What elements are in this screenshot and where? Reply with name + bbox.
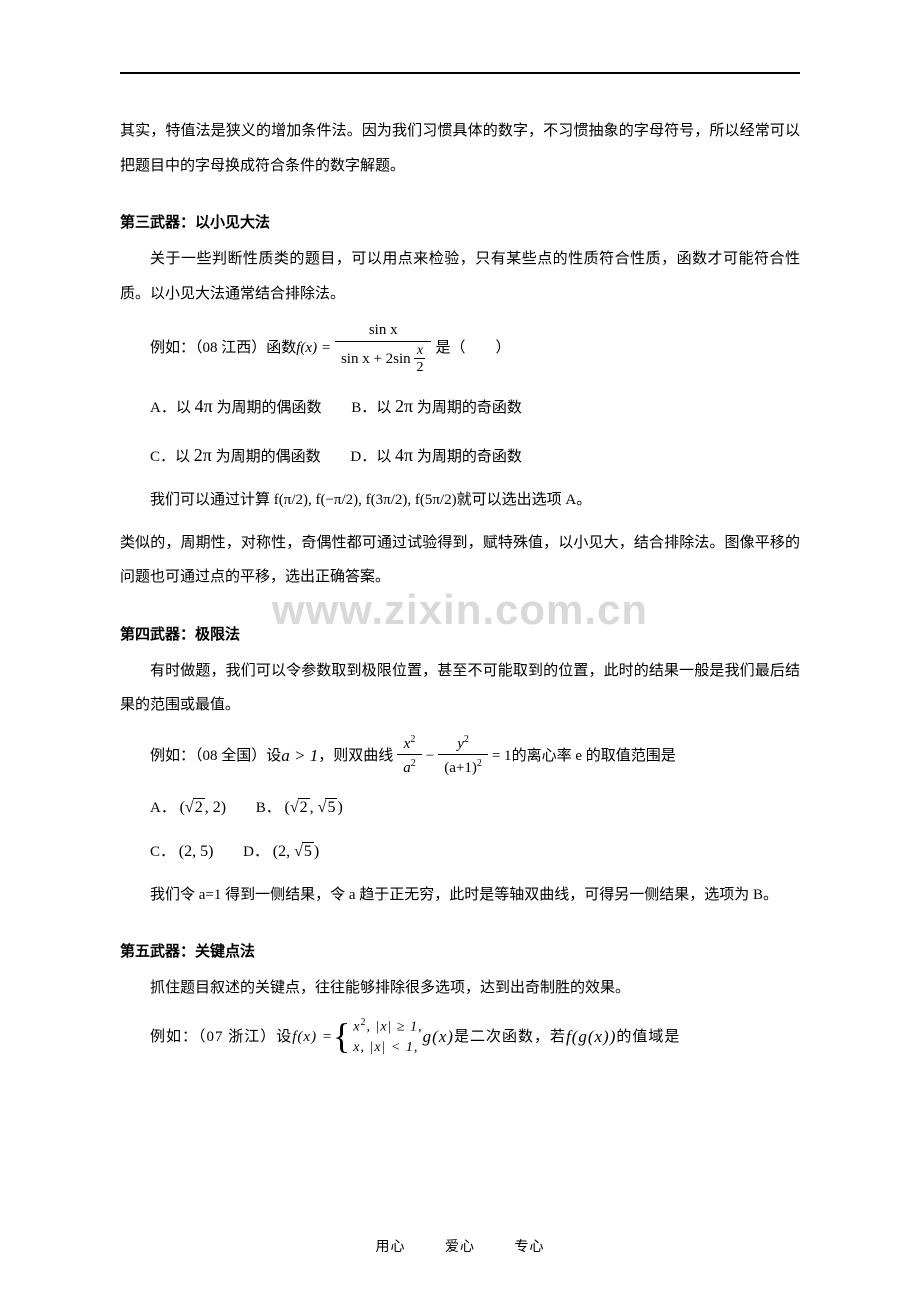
s4-frac2: y2 (a+1)2 bbox=[438, 733, 488, 779]
s3-opt-c-pre: C．以 bbox=[150, 449, 194, 465]
s3-opt-d-post: 为周期的奇函数 bbox=[413, 449, 522, 465]
top-horizontal-rule bbox=[120, 72, 800, 74]
s4-opt-c-val: (2, 5) bbox=[179, 843, 214, 860]
s4-opt-d: D． (2, 5) bbox=[243, 833, 319, 871]
section5-example-line: 例如：（07 浙江）设 f(x) = { x2, |x| ≥ 1, x, |x|… bbox=[120, 1016, 800, 1058]
s4-eq: = 1 bbox=[492, 744, 512, 768]
s4-opt-b-label: B． bbox=[256, 800, 281, 816]
section4-options-row1: A． (2, 2) B． (2, 5) bbox=[120, 789, 800, 827]
s5-cases: x2, |x| ≥ 1, x, |x| < 1, bbox=[353, 1016, 422, 1058]
s3-opt-a-pre: A．以 bbox=[150, 400, 195, 416]
section3-options-row2: C．以 2π 为周期的偶函数 D．以 4π 为周期的奇函数 bbox=[120, 434, 800, 477]
s3-opt-d: D．以 4π 为周期的奇函数 bbox=[350, 434, 521, 477]
s3-opt-b-mid: 2π bbox=[395, 396, 413, 416]
section3-p3: 类似的，周期性，对称性，奇偶性都可通过试验得到，赋特殊值，以小见大，结合排除法。… bbox=[120, 526, 800, 595]
section4-heading: 第四武器：极限法 bbox=[120, 623, 800, 644]
s4-minus: − bbox=[426, 744, 434, 768]
s5-case1: x2, |x| ≥ 1, bbox=[353, 1016, 422, 1038]
s4-example-prefix: 例如：（08 全国）设 bbox=[150, 744, 281, 768]
s3-fraction: sin x sin x + 2sin x 2 bbox=[335, 321, 431, 375]
s3-opt-d-mid: 4π bbox=[395, 445, 413, 465]
s3-opt-b-pre: B．以 bbox=[351, 400, 395, 416]
document-page: www.zixin.com.cn 其实，特值法是狭义的增加条件法。因为我们习惯具… bbox=[0, 0, 920, 1302]
s5-example-prefix: 例如：（07 浙江）设 bbox=[150, 1025, 292, 1049]
s3-opt-c-mid: 2π bbox=[194, 445, 212, 465]
s3-opt-c: C．以 2π 为周期的偶函数 bbox=[150, 434, 321, 477]
section4-p1: 有时做题，我们可以令参数取到极限位置，甚至不可能取到的位置，此时的结果一般是我们… bbox=[120, 654, 800, 723]
s3-den-left: sin x + 2sin bbox=[341, 351, 411, 367]
s5-piecewise: { x2, |x| ≥ 1, x, |x| < 1, bbox=[333, 1016, 423, 1058]
s4-opt-c: C． (2, 5) bbox=[150, 833, 213, 871]
section5-p1: 抓住题目叙述的关键点，往往能够排除很多选项，达到出奇制胜的效果。 bbox=[120, 971, 800, 1006]
section3-heading: 第三武器：以小见大法 bbox=[120, 211, 800, 232]
section4-example-line: 例如：（08 全国）设 a > 1 ，则双曲线 x2 a2 − y2 (a+1)… bbox=[120, 733, 800, 779]
s3-opt-a-mid: 4π bbox=[195, 396, 213, 416]
page-footer: 用心 爱心 专心 bbox=[0, 1236, 920, 1256]
section3-example-line: 例如：（08 江西）函数 f(x) = sin x sin x + 2sin x… bbox=[120, 321, 800, 375]
s3-example-prefix: 例如：（08 江西）函数 bbox=[150, 336, 296, 360]
s3-frac-num: sin x bbox=[363, 321, 404, 341]
section4-options-row2: C． (2, 5) D． (2, 5) bbox=[120, 833, 800, 871]
section4-p2: 我们令 a=1 得到一侧结果，令 a 趋于正无穷，此时是等轴双曲线，可得另一侧结… bbox=[120, 878, 800, 913]
s3-opt-a-post: 为周期的偶函数 bbox=[213, 400, 322, 416]
s3-frac-den: sin x + 2sin x 2 bbox=[335, 341, 431, 375]
s4-frac1-num: x2 bbox=[398, 733, 422, 755]
s4-opt-c-label: C． bbox=[150, 844, 175, 860]
s3-subfrac-den: 2 bbox=[414, 358, 425, 375]
s3-opt-c-post: 为周期的偶函数 bbox=[212, 449, 321, 465]
section3-p2: 我们可以通过计算 f(π/2), f(−π/2), f(3π/2), f(5π/… bbox=[120, 483, 800, 518]
footer-b: 爱心 bbox=[445, 1240, 475, 1255]
left-brace-icon: { bbox=[333, 1020, 351, 1052]
s3-opt-b: B．以 2π 为周期的奇函数 bbox=[351, 385, 522, 428]
s4-example-suffix: 的离心率 e 的取值范围是 bbox=[512, 744, 676, 768]
s5-case2: x, |x| < 1, bbox=[353, 1038, 422, 1058]
s5-suffix: 的值域是 bbox=[616, 1025, 680, 1049]
s5-mid: 是二次函数，若 bbox=[454, 1025, 566, 1049]
s4-opt-a-label: A． bbox=[150, 800, 176, 816]
s4-opt-b: B． (2, 5) bbox=[256, 789, 343, 827]
s3-opt-a: A．以 4π 为周期的偶函数 bbox=[150, 385, 321, 428]
s4-frac1: x2 a2 bbox=[397, 733, 422, 779]
s4-opt-d-label: D． bbox=[243, 844, 269, 860]
page-content: 其实，特值法是狭义的增加条件法。因为我们习惯具体的数字，不习惯抽象的字母符号，所… bbox=[120, 72, 800, 1058]
s4-opt-a: A． (2, 2) bbox=[150, 789, 226, 827]
s3-opt-b-post: 为周期的奇函数 bbox=[413, 400, 522, 416]
s3-example-suffix: 是（ ） bbox=[435, 336, 510, 360]
s4-frac2-num: y2 bbox=[451, 733, 475, 755]
intro-paragraph: 其实，特值法是狭义的增加条件法。因为我们习惯具体的数字，不习惯抽象的字母符号，所… bbox=[120, 114, 800, 183]
s5-g: g(x) bbox=[423, 1023, 454, 1050]
s5-fg: f(g(x)) bbox=[566, 1023, 616, 1050]
s3-func-lhs: f(x) = bbox=[296, 336, 331, 360]
footer-c: 专心 bbox=[515, 1240, 545, 1255]
s3-subfrac-num: x bbox=[415, 344, 425, 358]
s3-opt-d-pre: D．以 bbox=[350, 449, 395, 465]
s4-frac2-den: (a+1)2 bbox=[438, 754, 488, 779]
section3-options-row1: A．以 4π 为周期的偶函数 B．以 2π 为周期的奇函数 bbox=[120, 385, 800, 428]
section5-heading: 第五武器：关键点法 bbox=[120, 940, 800, 961]
s3-den-subfrac: x 2 bbox=[414, 344, 425, 375]
s5-f-lhs: f(x) = bbox=[292, 1025, 333, 1049]
s4-frac1-den: a2 bbox=[397, 754, 422, 779]
s4-example-mid: ，则双曲线 bbox=[318, 744, 393, 768]
footer-a: 用心 bbox=[376, 1240, 406, 1255]
s4-cond: a > 1 bbox=[281, 742, 318, 769]
section3-p1: 关于一些判断性质类的题目，可以用点来检验，只有某些点的性质符合性质，函数才可能符… bbox=[120, 242, 800, 311]
